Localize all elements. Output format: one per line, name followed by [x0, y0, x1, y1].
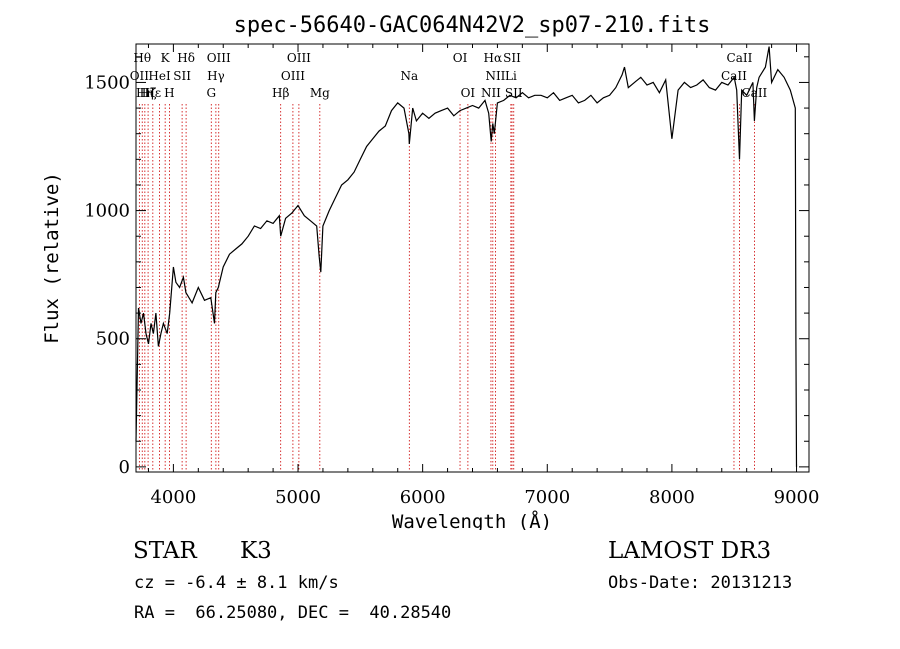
line-label: Hη — [136, 86, 154, 100]
x-axis: 4000 5000 6000 7000 8000 9000 — [147, 44, 820, 508]
x-tick-label: 4000 — [150, 487, 196, 508]
x-tick-label: 8000 — [649, 487, 695, 508]
y-tick-label: 1500 — [84, 72, 130, 93]
x-axis-label: Wavelength (Å) — [392, 510, 552, 530]
line-label: OIII — [281, 69, 305, 83]
class-label: STAR — [133, 538, 197, 564]
line-label: Na — [400, 69, 418, 83]
line-label: OI — [461, 86, 476, 100]
line-label: Mg — [310, 86, 330, 100]
y-axis: 0 500 1000 1500 — [84, 56, 809, 478]
line-label: OII — [130, 69, 150, 83]
x-tick-label: 5000 — [275, 487, 321, 508]
line-label: CaII — [727, 51, 753, 65]
line-label: Hα — [484, 51, 503, 65]
line-label: Hζ — [140, 86, 157, 100]
line-label: CaII — [741, 86, 767, 100]
line-label: NII — [485, 69, 505, 83]
line-label: H — [164, 86, 174, 100]
x-tick-label: 6000 — [400, 487, 446, 508]
line-label: K — [161, 51, 171, 65]
line-label: OIII — [207, 51, 231, 65]
line-label: Hδ — [177, 51, 195, 65]
spectrum-line — [135, 46, 798, 467]
x-tick-label: 9000 — [774, 487, 820, 508]
line-label: G — [206, 86, 216, 100]
line-label: Li — [505, 69, 517, 83]
ra-dec: RA = 66.25080, DEC = 40.28540 — [134, 603, 452, 623]
line-label: Hγ — [207, 69, 225, 83]
line-label: SII — [173, 69, 191, 83]
line-label: CaII — [721, 69, 747, 83]
obs-date: Obs-Date: 20131213 — [608, 573, 793, 593]
line-label: NII — [481, 86, 501, 100]
x-tick-label: 7000 — [524, 487, 570, 508]
line-label: Hβ — [272, 86, 289, 100]
line-label: OIII — [287, 51, 311, 65]
y-tick-label: 500 — [96, 329, 130, 350]
subclass-label: K3 — [240, 538, 272, 564]
cz-value: cz = -6.4 ± 8.1 km/s — [134, 573, 339, 593]
y-tick-label: 1000 — [84, 201, 130, 222]
spectrum-chart: spec-56640-GAC064N42V2_sp07-210.fits Hθ O… — [41, 13, 820, 530]
survey-label: LAMOST DR3 — [608, 538, 772, 564]
line-label: Hθ — [133, 51, 151, 65]
line-label: SII — [503, 51, 521, 65]
line-label: OI — [453, 51, 468, 65]
y-tick-label: 0 — [119, 457, 130, 478]
chart-title: spec-56640-GAC064N42V2_sp07-210.fits — [234, 13, 711, 38]
line-label: HeI — [148, 69, 171, 83]
line-label: Hε — [144, 86, 161, 100]
y-axis-label: Flux (relative) — [41, 172, 63, 344]
